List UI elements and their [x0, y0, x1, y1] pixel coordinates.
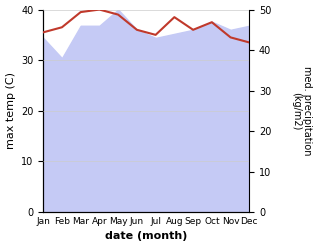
X-axis label: date (month): date (month)	[105, 231, 187, 242]
Y-axis label: max temp (C): max temp (C)	[5, 72, 16, 149]
Y-axis label: med. precipitation
(kg/m2): med. precipitation (kg/m2)	[291, 66, 313, 156]
